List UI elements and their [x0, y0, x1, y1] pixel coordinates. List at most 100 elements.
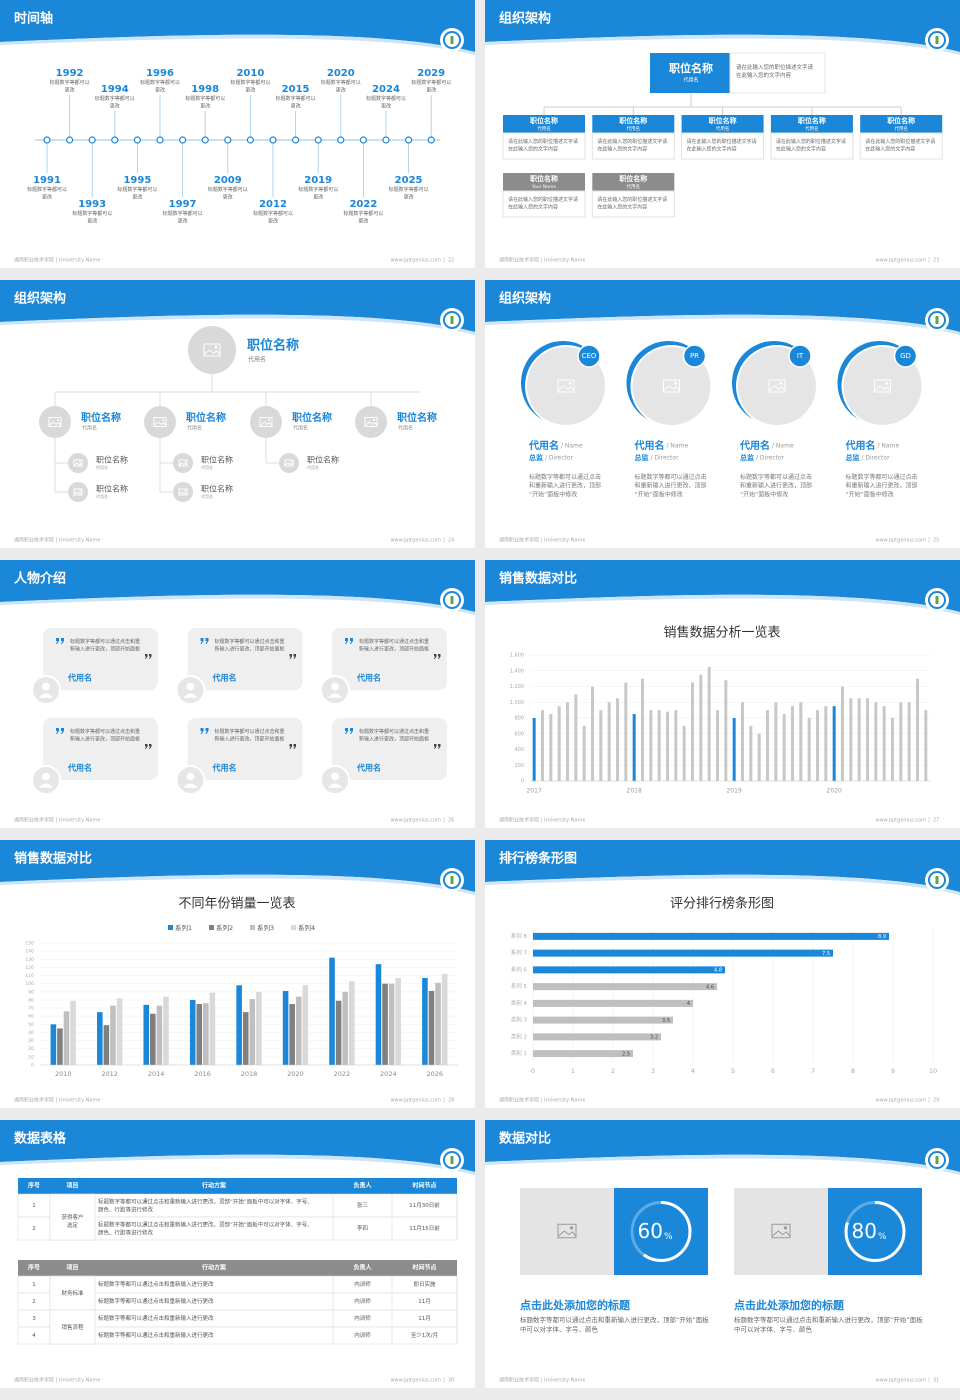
- image-icon: [73, 459, 83, 467]
- bar: [757, 733, 761, 781]
- child-sub: 代用名: [201, 464, 213, 470]
- text-line: 标题数字等都可以: [50, 79, 90, 86]
- slide-background: [485, 840, 960, 1108]
- table-header-cell: 时间节点: [412, 1182, 436, 1190]
- slide-title: 销售数据对比: [14, 851, 92, 867]
- text-line: 标题数字等都可以通过点击和重: [215, 728, 285, 735]
- bar: [533, 983, 717, 991]
- slide-title: 数据对比: [499, 1131, 551, 1147]
- image-icon: [184, 489, 186, 492]
- footer-school: 湖南职业技术学院 | University Name: [14, 1377, 100, 1384]
- table-cell: 标题数字等都可以通过点击和重新输入进行更改，顶部“开始”面板中可以对字体、字号、…: [98, 1197, 313, 1213]
- y-tick-label: 类别 2: [511, 1032, 527, 1040]
- year-text: 标题数字等都可以更改: [366, 95, 406, 109]
- value-label: 4.8: [714, 968, 722, 974]
- page-number: 24: [448, 538, 454, 544]
- year-text: 标题数字等都可以更改: [208, 186, 248, 200]
- y-tick-label: 120: [25, 965, 34, 971]
- table-header-cell: 行动方案: [201, 1264, 227, 1272]
- person-desc: 标题数字等都可以通过点击和重新输入进行更改，顶部“开始”面板中修改: [529, 473, 601, 498]
- bar: [649, 710, 653, 781]
- text-line: 新输入进行更改，顶部开始面板: [359, 645, 429, 652]
- x-tick-label: 2024: [380, 1070, 397, 1078]
- value-label: 4: [687, 1001, 690, 1007]
- text-line: 标题数字等都可以: [27, 186, 67, 193]
- person-role: 总监: [635, 453, 649, 462]
- item-sub: 代用名: [293, 425, 308, 432]
- image-icon: [48, 417, 62, 427]
- x-tick-label: 2017: [527, 788, 542, 795]
- y-tick-label: 70: [28, 1006, 34, 1012]
- year-text: 标题数字等都可以更改: [50, 79, 90, 93]
- header-band: [0, 560, 475, 612]
- bar: [428, 990, 435, 1065]
- box-title: 职位名称: [530, 174, 558, 183]
- card: [187, 718, 303, 780]
- text-line: 请在此输入您的职位描述文字请: [687, 138, 757, 145]
- image-icon: [184, 460, 186, 463]
- image-icon: [768, 379, 786, 393]
- text-line: 在此输入您的文字内容: [776, 145, 826, 152]
- card: [43, 628, 158, 690]
- value-label: 2.5: [622, 1051, 630, 1057]
- table-cell: 即日实施: [413, 1280, 436, 1288]
- bar: [874, 702, 878, 781]
- text-line: 在此输入您的文字内容: [865, 145, 915, 152]
- table-cell: 标题数字等都可以通过点击和重新输入进行更改，顶部“开始”面板中可以对字体、字号、…: [98, 1220, 313, 1236]
- avatar-head: [186, 772, 195, 781]
- text-line: 标题数字等都可以: [163, 210, 203, 217]
- bar: [282, 990, 289, 1065]
- x-tick-label: 2012: [101, 1070, 118, 1078]
- text-line: 更改: [223, 193, 233, 200]
- footer-site: www.pptgenius.com: [390, 538, 441, 544]
- text-line: 标题数字等都可以: [208, 186, 248, 193]
- image-icon: [259, 417, 273, 427]
- footer-site: www.pptgenius.com: [875, 538, 926, 544]
- text-line: 在此输入您的文字内容: [508, 203, 558, 210]
- bar: [624, 682, 628, 781]
- timeline-dot: [111, 136, 119, 144]
- bar: [857, 698, 861, 781]
- avatar-body: [183, 783, 198, 788]
- table-cell: 标题数字等都可以通过点击和重新输入进行更改: [98, 1280, 214, 1288]
- bar: [533, 949, 833, 957]
- bar: [289, 1004, 295, 1065]
- text-line: 更改: [291, 102, 301, 109]
- bar: [682, 725, 686, 781]
- person-name-en: / Name: [667, 443, 689, 450]
- x-tick-label: 2016: [194, 1070, 211, 1078]
- card: [187, 628, 303, 690]
- header-band: [0, 280, 475, 332]
- image-icon: [73, 491, 83, 495]
- top-title: 职位名称: [247, 338, 299, 354]
- y-tick-label: 1,000: [510, 700, 524, 706]
- footer-site: www.pptgenius.com: [390, 258, 441, 264]
- card-name: 代用名: [67, 673, 92, 683]
- table-cell: 标题数字等都可以通过点击和重新输入进行更改: [98, 1314, 214, 1322]
- image-icon: [874, 385, 891, 392]
- slide-title: 组织架构: [499, 11, 551, 27]
- timeline-dot: [88, 136, 96, 144]
- person-role: 总监: [740, 453, 754, 462]
- y-tick-label: 80: [28, 997, 34, 1003]
- timeline-dot: [359, 136, 367, 144]
- text-line: 标题数字等都可以: [389, 186, 429, 193]
- badge: [577, 344, 601, 368]
- bar: [824, 706, 828, 781]
- table-cell: 内训师: [354, 1280, 371, 1288]
- bar: [256, 991, 262, 1065]
- bar: [249, 999, 256, 1065]
- x-tick-label: 5: [731, 1067, 735, 1075]
- bar: [574, 694, 578, 781]
- footer-school: 湖南职业技术学院 | University Name: [499, 257, 585, 264]
- bar: [150, 1013, 156, 1065]
- bar: [591, 686, 594, 781]
- text-line: 标题数字等都可以通过点击和重: [215, 638, 285, 645]
- image-icon: [779, 381, 783, 385]
- x-tick-label: 2019: [727, 788, 742, 795]
- page-number: 31: [933, 1378, 939, 1384]
- footer-school: 湖南职业技术学院 | University Name: [14, 817, 100, 824]
- bar: [657, 710, 661, 781]
- logo-ring: [443, 871, 461, 889]
